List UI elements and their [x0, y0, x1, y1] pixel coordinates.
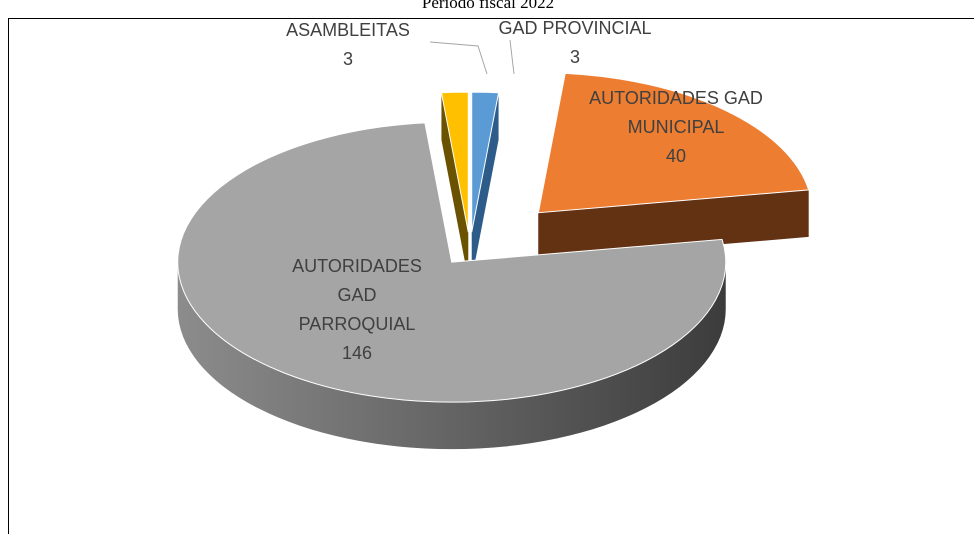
leader-line — [509, 39, 515, 75]
category-label: AUTORIDADES GAD PARROQUIAL — [292, 256, 422, 334]
value-label: 3 — [569, 47, 580, 67]
chart-frame — [8, 18, 974, 534]
value-label: 40 — [665, 146, 687, 166]
data-label: AUTORIDADES GAD MUNICIPAL 40 — [586, 84, 766, 171]
category-label: GAD PROVINCIAL — [498, 18, 652, 38]
category-label: ASAMBLEITAS — [286, 20, 410, 40]
data-label: AUTORIDADES GAD PARROQUIAL 146 — [277, 252, 437, 368]
data-label: GAD PROVINCIAL 3 — [475, 14, 675, 72]
value-label: 146 — [341, 343, 373, 363]
slice-wall — [177, 262, 726, 450]
slice — [537, 72, 810, 214]
slice-side — [441, 92, 469, 280]
value-label: 3 — [342, 49, 353, 69]
leader-line — [429, 41, 488, 75]
slice — [440, 91, 469, 233]
slice — [471, 91, 500, 233]
category-label: AUTORIDADES GAD MUNICIPAL — [589, 88, 763, 137]
slice-side — [471, 92, 499, 280]
slice — [177, 122, 727, 403]
data-label: ASAMBLEITAS 3 — [268, 16, 428, 74]
chart-title: Periodo fiscal 2022 — [421, 0, 555, 12]
